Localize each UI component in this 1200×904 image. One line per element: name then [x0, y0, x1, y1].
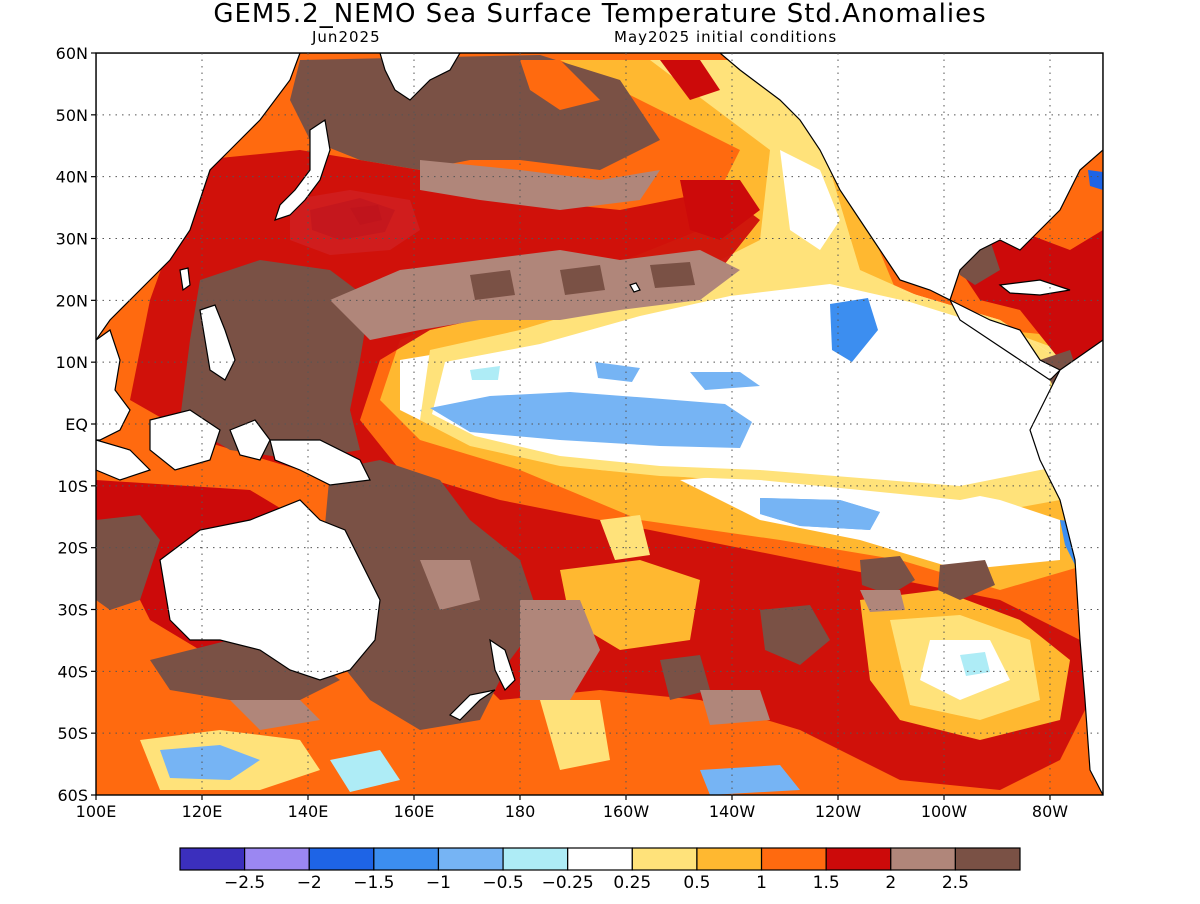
map-title: GEM5.2_NEMO Sea Surface Temperature Std.…: [213, 0, 987, 29]
colorbar-swatch: [179, 847, 246, 871]
lat-tick-label: 30S: [57, 601, 88, 620]
lat-tick-label: 60N: [56, 44, 88, 63]
lat-tick-label: 50N: [56, 106, 88, 125]
colorbar: [179, 847, 1021, 871]
colorbar-swatch: [631, 847, 698, 871]
lon-tick-label: 140E: [288, 802, 329, 821]
lat-tick-label: 40S: [57, 662, 88, 681]
colorbar-swatch: [825, 847, 892, 871]
sst-anomaly-field: [96, 53, 1103, 795]
colorbar-label: −0.25: [542, 873, 594, 893]
colorbar-label: −2: [297, 873, 322, 893]
colorbar-swatch: [502, 847, 569, 871]
initial-conditions-label: May2025 initial conditions: [614, 28, 838, 46]
lon-tick-label: 100E: [76, 802, 117, 821]
lat-tick-label: 20S: [57, 539, 88, 558]
lat-tick-label: 10S: [57, 477, 88, 496]
lon-tick-label: 160E: [394, 802, 435, 821]
colorbar-label: 2: [885, 873, 896, 893]
graticule: [96, 53, 1103, 795]
lat-tick-label: 60S: [57, 786, 88, 805]
colorbar-swatch: [244, 847, 310, 871]
colorbar-swatch: [437, 847, 504, 871]
colorbar-label: 0.25: [613, 873, 651, 893]
colorbar-label: 1: [756, 873, 767, 893]
colorbar-swatch: [308, 847, 375, 871]
longitude-axis: 100E 120E 140E 160E 180 160W 140W 120W 100W 80W: [76, 795, 1068, 821]
colorbar-swatch: [760, 847, 827, 871]
lon-tick-label: 180: [505, 802, 536, 821]
colorbar-labels: −2.5 −2 −1.5 −1 −0.5 −0.25 0.25 0.5 1 1.5 2 2.5: [224, 873, 969, 893]
colorbar-label: 2.5: [942, 873, 969, 893]
colorbar-swatch: [373, 847, 440, 871]
lon-tick-label: 80W: [1032, 802, 1068, 821]
colorbar-swatch: [890, 847, 956, 871]
lon-tick-label: 120W: [815, 802, 862, 821]
lon-tick-label: 120E: [182, 802, 223, 821]
lat-tick-label: 40N: [56, 168, 88, 187]
lon-tick-label: 100W: [921, 802, 968, 821]
lat-tick-label: 20N: [56, 291, 88, 310]
lon-tick-label: 160W: [603, 802, 650, 821]
colorbar-label: −0.5: [482, 873, 523, 893]
latitude-axis: 60N 50N 40N 30N 20N 10N EQ 10S 20S 30S 40S 50S 60S: [56, 44, 96, 805]
colorbar-label: 0.5: [683, 873, 710, 893]
colorbar-swatch: [567, 847, 633, 871]
forecast-month: Jun2025: [312, 28, 381, 46]
lat-tick-label: 50S: [57, 724, 88, 743]
lat-tick-label: 30N: [56, 230, 88, 249]
lon-tick-label: 140W: [709, 802, 756, 821]
colorbar-label: 1.5: [813, 873, 840, 893]
colorbar-label: −1: [426, 873, 451, 893]
colorbar-swatch: [954, 847, 1021, 871]
colorbar-swatch: [696, 847, 763, 871]
lat-tick-label: 10N: [56, 353, 88, 372]
colorbar-label: −2.5: [224, 873, 265, 893]
colorbar-label: −1.5: [353, 873, 394, 893]
lat-tick-label: EQ: [65, 415, 88, 434]
